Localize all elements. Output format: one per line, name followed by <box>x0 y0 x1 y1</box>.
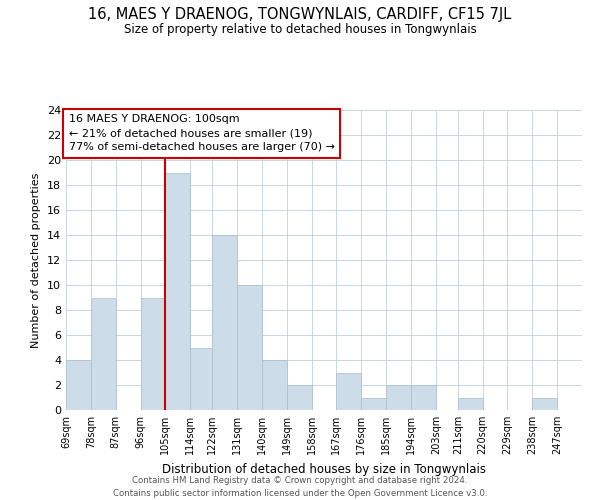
Bar <box>287 385 311 410</box>
Text: Size of property relative to detached houses in Tongwynlais: Size of property relative to detached ho… <box>124 22 476 36</box>
Bar <box>91 298 116 410</box>
Bar <box>212 235 237 410</box>
Bar <box>458 398 482 410</box>
Bar <box>532 398 557 410</box>
Bar <box>337 372 361 410</box>
Bar <box>262 360 287 410</box>
Y-axis label: Number of detached properties: Number of detached properties <box>31 172 41 348</box>
Bar <box>166 172 190 410</box>
Bar <box>190 348 212 410</box>
Text: Contains HM Land Registry data © Crown copyright and database right 2024.
Contai: Contains HM Land Registry data © Crown c… <box>113 476 487 498</box>
Bar <box>361 398 386 410</box>
Bar <box>386 385 411 410</box>
X-axis label: Distribution of detached houses by size in Tongwynlais: Distribution of detached houses by size … <box>162 462 486 475</box>
Bar <box>411 385 436 410</box>
Bar <box>66 360 91 410</box>
Text: 16 MAES Y DRAENOG: 100sqm
← 21% of detached houses are smaller (19)
77% of semi-: 16 MAES Y DRAENOG: 100sqm ← 21% of detac… <box>68 114 335 152</box>
Text: 16, MAES Y DRAENOG, TONGWYNLAIS, CARDIFF, CF15 7JL: 16, MAES Y DRAENOG, TONGWYNLAIS, CARDIFF… <box>88 8 512 22</box>
Bar <box>237 285 262 410</box>
Bar <box>140 298 166 410</box>
